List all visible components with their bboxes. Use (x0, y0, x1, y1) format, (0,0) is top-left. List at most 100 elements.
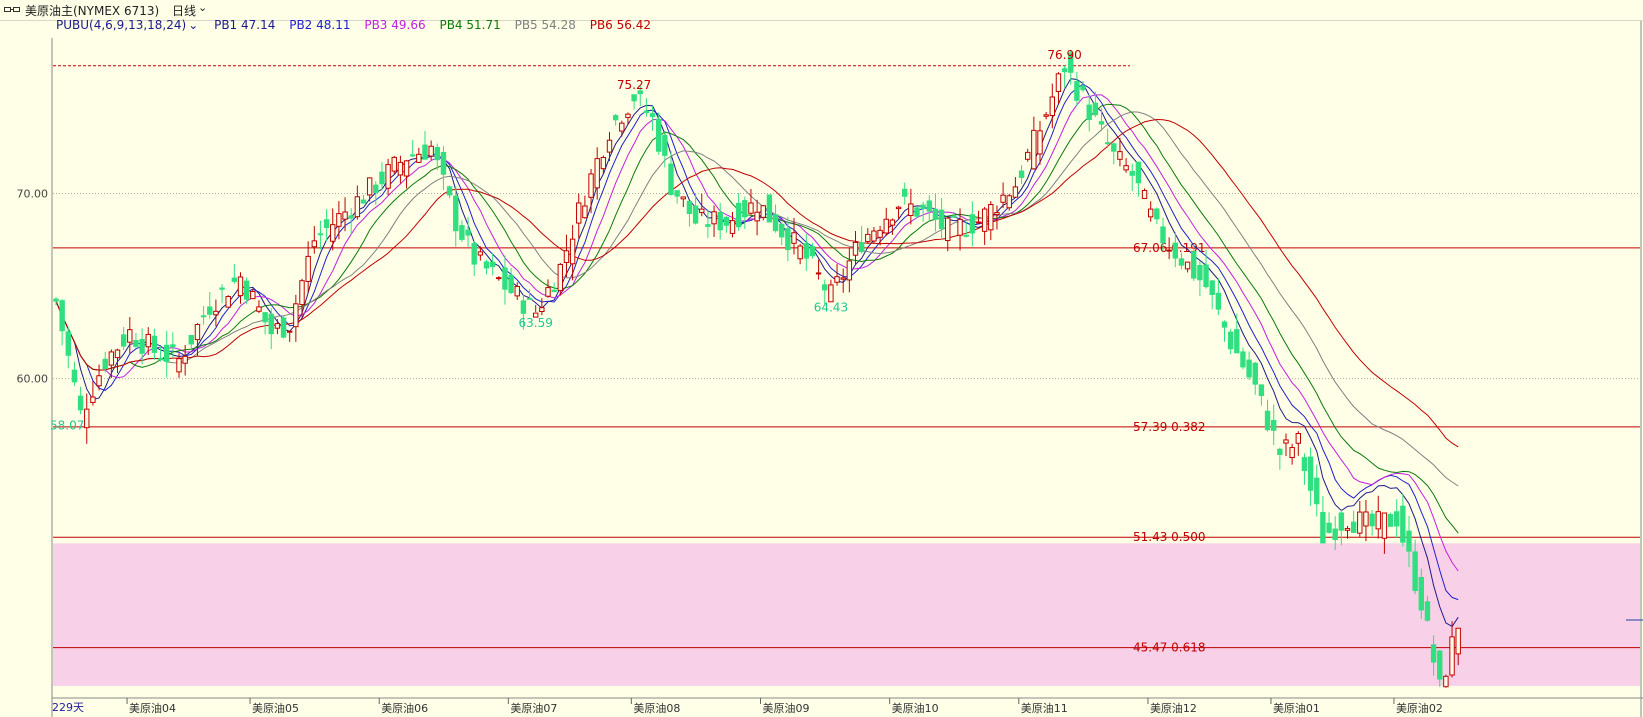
candle (1369, 510, 1375, 536)
candle-body (711, 211, 717, 225)
candle-body (803, 243, 809, 259)
candle-body (293, 303, 299, 328)
legend-pb2: PB2 48.11 (289, 18, 351, 32)
candle (563, 234, 570, 278)
candle-body (969, 214, 976, 234)
y-tick-label: 60.00 (17, 373, 49, 386)
candle (305, 241, 311, 293)
candle-body (182, 355, 188, 364)
plot-frame (51, 20, 1643, 717)
candle (410, 139, 416, 158)
candle (182, 344, 188, 376)
candle (994, 205, 1000, 230)
candle (1172, 231, 1178, 268)
candle-body (668, 163, 674, 196)
candle (1283, 433, 1289, 457)
candle (963, 222, 969, 238)
candle-body (1301, 457, 1308, 471)
candle (1264, 399, 1271, 432)
candle (766, 194, 773, 223)
indicator-name[interactable]: PUBU(4,6,9,13,18,24) (56, 18, 187, 32)
candle-body (625, 113, 631, 118)
chevron-down-icon[interactable]: ⌄ (198, 1, 208, 14)
candle (299, 278, 305, 320)
candle-body (994, 212, 1000, 216)
candle (729, 212, 736, 238)
candle-body (1314, 477, 1320, 505)
period-selector[interactable]: 日线 (172, 4, 197, 18)
candle-body (207, 306, 213, 315)
candle (569, 225, 576, 281)
candle (1184, 261, 1191, 273)
candle (1258, 384, 1265, 406)
candle-body (250, 290, 256, 300)
candle-body (1191, 251, 1197, 279)
candle (1400, 493, 1406, 547)
candle (53, 297, 59, 306)
candle-body (945, 217, 951, 242)
candle-body (102, 358, 108, 370)
candle (1375, 495, 1381, 539)
candle (1234, 313, 1240, 354)
candle-body (354, 196, 361, 218)
candle-body (748, 202, 754, 214)
candle (483, 259, 490, 275)
candle (846, 247, 853, 293)
legend-pb3: PB3 49.66 (364, 18, 426, 32)
candle-body (225, 295, 231, 308)
candle (157, 346, 164, 362)
candle-body (385, 164, 391, 189)
candle-body (1129, 170, 1135, 176)
candle-body (453, 195, 459, 232)
candle (649, 105, 656, 131)
candle-body (637, 90, 643, 95)
candle-body (1227, 331, 1234, 350)
candle (1332, 516, 1338, 551)
candle-body (1203, 264, 1209, 288)
candle (951, 211, 957, 218)
extreme-labels: 76.90 75.27 63.59 64.43 58.07 (50, 48, 1082, 433)
candle-body (631, 94, 637, 102)
candle (557, 262, 563, 296)
candle (219, 284, 225, 304)
candle (748, 188, 754, 215)
chevron-down-icon[interactable]: ⌄ (188, 18, 199, 32)
candle-body (336, 213, 342, 227)
candle (207, 292, 213, 319)
candle (631, 94, 637, 110)
candle-body (1111, 143, 1117, 152)
candle (1455, 627, 1461, 666)
candle (988, 201, 994, 241)
candle-body (416, 153, 422, 163)
candle (164, 330, 170, 378)
candle (871, 227, 877, 244)
candle (268, 308, 274, 350)
candle (828, 279, 834, 303)
candle-body (440, 151, 447, 175)
x-tick-label: 美原油01 (1273, 701, 1320, 715)
candle-body (170, 344, 176, 348)
candle-body (213, 310, 219, 316)
candle (1129, 163, 1135, 191)
candle-body (1215, 292, 1222, 310)
candle (883, 207, 889, 236)
candle-body (643, 110, 650, 114)
candle (938, 198, 945, 241)
candle (902, 182, 908, 205)
x-tick-label: 美原油02 (1396, 701, 1443, 715)
candle (1437, 649, 1443, 687)
candle (1350, 510, 1357, 533)
x-tick-label: 美原油07 (510, 701, 557, 715)
candle-body (1123, 165, 1129, 171)
candle (477, 246, 484, 261)
candle (373, 181, 379, 205)
split-window-icon[interactable] (4, 5, 20, 14)
candle (680, 196, 686, 208)
candle-body (219, 287, 225, 290)
candle (1394, 499, 1400, 538)
candle (311, 226, 318, 254)
candle-body (692, 205, 699, 224)
candle (1277, 447, 1283, 470)
candle-body (53, 298, 59, 302)
